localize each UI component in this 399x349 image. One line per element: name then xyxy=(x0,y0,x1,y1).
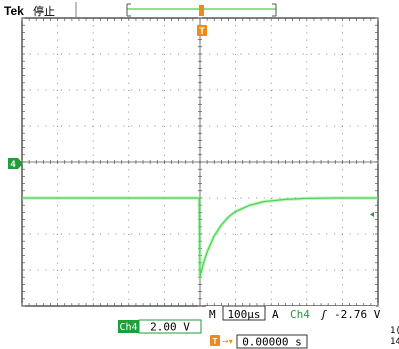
waveform-line xyxy=(22,197,378,278)
channel-label-badge[interactable] xyxy=(118,320,139,333)
record-position-bar xyxy=(126,3,277,17)
trigger-offset-box[interactable] xyxy=(236,334,308,349)
trigger-level-value: -2.76 V xyxy=(334,308,381,321)
readout-panel: M 100µs A Ch4 ʃ -2.76 V Ch4 2.00 V T →▾ … xyxy=(118,305,399,349)
trigger-level-arrow-icon[interactable] xyxy=(370,212,374,217)
trigger-offset-marker xyxy=(210,335,220,346)
run-state-label: 停止 xyxy=(33,4,55,18)
status-bar: Tek 停止 xyxy=(4,2,277,18)
trigger-offset-marker-letter: T xyxy=(213,337,218,346)
trigger-position-label: T xyxy=(199,26,205,36)
trigger-offset-value: 0.00000 s xyxy=(242,336,302,349)
timebase-prefix: M xyxy=(209,308,216,321)
trigger-offset-arrow-icon: →▾ xyxy=(222,337,233,346)
trigger-source: Ch4 xyxy=(290,308,310,321)
trigger-prefix: A xyxy=(272,308,279,321)
timebase-value: 100µs xyxy=(227,308,260,321)
channel-scale-value: 2.00 V xyxy=(150,321,190,334)
trigger-slope-icon: ʃ xyxy=(320,308,327,321)
clipped-readout-2: 14 xyxy=(390,337,399,347)
timebase-box[interactable] xyxy=(222,305,266,321)
record-window-marker xyxy=(199,5,204,16)
channel-scale-box[interactable] xyxy=(138,319,202,334)
clipped-readout-1: 1( xyxy=(390,326,399,336)
waveform-ch4 xyxy=(22,196,378,279)
channel-ground-label: 4 xyxy=(10,159,15,169)
brand-label: Tek xyxy=(4,4,24,18)
channel-label: Ch4 xyxy=(119,322,137,333)
channel-4-ground-marker[interactable]: 4 xyxy=(8,158,23,169)
trigger-position-marker[interactable]: T xyxy=(197,25,207,36)
